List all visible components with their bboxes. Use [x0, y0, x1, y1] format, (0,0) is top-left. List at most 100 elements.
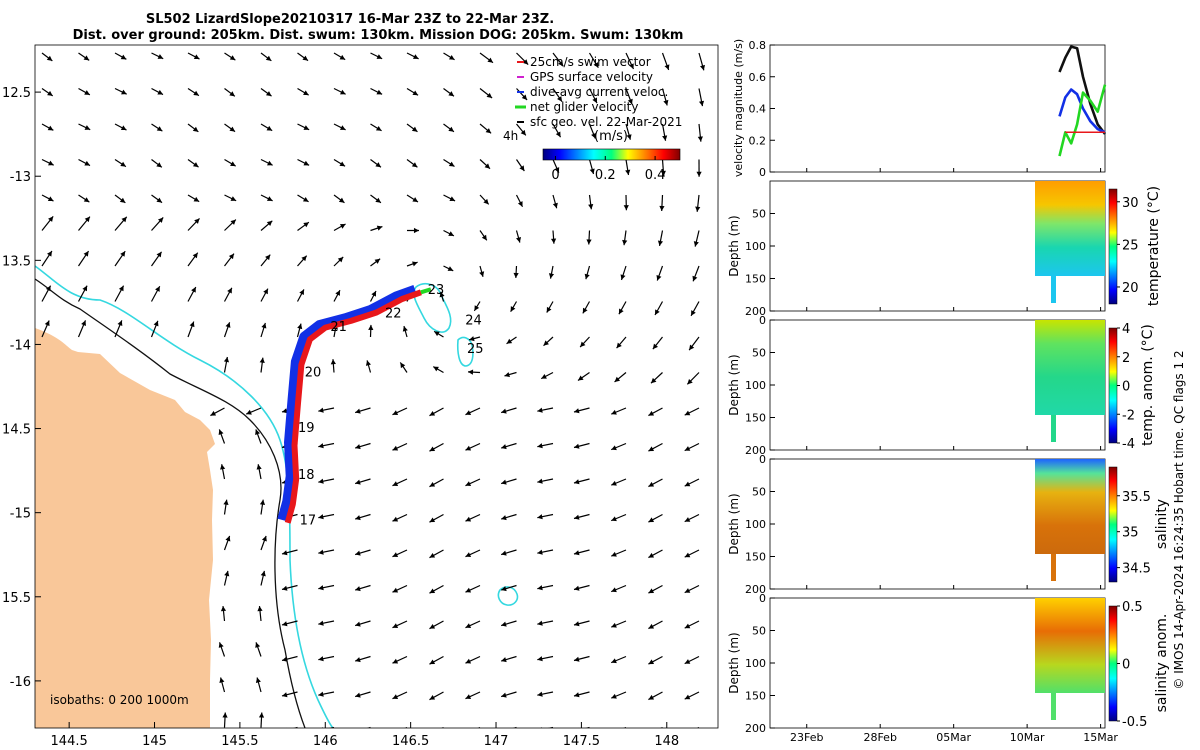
velocity-arrow-head	[47, 250, 52, 257]
temp-anomaly-panel: 0 50 100 150 200 Depth (m) -4 -2 0 2 4 temp. ano…	[727, 314, 1156, 457]
time-tick-label: 28Feb	[863, 731, 896, 744]
velocity-arrow-head	[225, 535, 231, 542]
velocity-arrow-head	[448, 161, 455, 167]
salinity-deep-profile	[1051, 554, 1056, 581]
velocity-arrow-head	[510, 306, 516, 312]
map-colorbar-label: (m/s)	[594, 129, 628, 144]
velocity-arrow-head	[218, 429, 224, 435]
time-tick-label: 10Mar	[1010, 731, 1045, 744]
eddy-contour-2	[456, 336, 474, 367]
map-colorbar-tick-label: 0	[551, 168, 559, 183]
velocity-arrow-head	[648, 694, 655, 700]
velocity-arrow-head	[230, 219, 236, 225]
colorbar-tick-label: 34.5	[1122, 562, 1151, 577]
velocity-arrow-head	[429, 659, 436, 665]
velocity-arrow-head	[657, 240, 664, 246]
velocity-arrow-head	[577, 727, 579, 728]
velocity-arrow-head	[448, 231, 454, 236]
velocity-arrow-head	[593, 62, 599, 68]
map-x-ticks: 144.5 145 145.5 146 146.5 147 147.5 148	[51, 722, 679, 749]
velocity-arrow-head	[662, 135, 668, 141]
velocity-arrow-head	[265, 254, 271, 261]
velocity-arrow-head	[519, 165, 525, 172]
velocity-arrow-head	[194, 218, 200, 224]
dive-avg-current-track	[277, 285, 417, 521]
velocity-arrow-head	[339, 161, 346, 167]
copyright-note: © IMOS 14-Apr-2024 16:24:35 Hobart time.…	[1172, 350, 1186, 689]
velocity-arrow-head	[465, 410, 472, 415]
velocity-arrow-head	[465, 730, 471, 735]
velocity-arrow-head	[318, 691, 324, 697]
velocity-arrow-head	[448, 126, 454, 132]
velocity-arrow-head	[537, 656, 543, 662]
temp-anomaly-y-label: Depth (m)	[727, 354, 741, 415]
velocity-arrow-head	[402, 326, 408, 332]
velocity-arrow-head	[468, 369, 474, 375]
velocity-arrow-head	[412, 197, 418, 202]
temperature-section	[1035, 181, 1105, 276]
velocity-arrow-head	[626, 134, 632, 140]
velocity-arrow-head	[355, 479, 361, 485]
map-x-tick-label: 145	[142, 734, 167, 749]
isobaths-label: isobaths: 0 200 1000m	[50, 693, 189, 707]
velocity-arrow-head	[501, 550, 507, 556]
depth-y-tick-label: 200	[745, 444, 766, 457]
velocity-arrow-head	[265, 91, 272, 97]
velocity-arrow-head	[339, 125, 346, 130]
velocity-arrow-head	[484, 163, 491, 169]
salinity-anomaly-deep-profile	[1051, 693, 1056, 720]
velocity-arrow-head	[648, 659, 655, 665]
depth-y-tick-label: 50	[752, 486, 766, 499]
velocity-arrow-head	[611, 516, 617, 522]
velocity-arrow-head	[537, 514, 543, 520]
velocity-arrow-head	[448, 54, 455, 60]
velocity-arrow-head	[611, 409, 617, 415]
map-y-tick-label: -16	[10, 675, 31, 690]
velocity-arrow-head	[504, 372, 510, 378]
velocity-arrow-head	[659, 205, 665, 212]
map-y-ticks: 12.5 -13 13.5 -14 14.5 -15 15.5 -16	[2, 86, 41, 690]
colorbar-tick-label: 0	[1122, 658, 1130, 673]
temp-anomaly-colorbar-label: temp. anom. (°C)	[1140, 324, 1156, 446]
time-tick-label: 05Mar	[936, 731, 971, 744]
velocity-arrow-head	[48, 216, 54, 222]
isobath-0m	[35, 278, 306, 728]
velocity-arrow-head	[537, 549, 543, 555]
velocity-arrow-head	[501, 444, 507, 450]
velocity-arrow-head	[611, 622, 617, 628]
velocity-arrow-head	[487, 57, 494, 63]
map-y-tick-label: 15.5	[2, 591, 31, 606]
velocity-arrow-head	[648, 730, 654, 735]
velocity-arrow-head	[224, 570, 230, 577]
depth-y-tick-label: 150	[745, 412, 766, 425]
velocity-arrow-head	[684, 517, 691, 522]
colorbar-tick-label: 0.5	[1122, 600, 1143, 615]
velocity-arrow-head	[429, 623, 436, 629]
velocity-arrow-head	[82, 285, 88, 292]
map-y-tick-label: 14.5	[2, 423, 31, 438]
velocity-arrow-head	[501, 408, 507, 414]
temperature-colorbar	[1108, 188, 1118, 305]
velocity-arrow-head	[282, 656, 288, 662]
map-x-tick-label: 147	[484, 734, 509, 749]
velocity-arrow-head	[591, 132, 596, 139]
velocity-arrow-head	[574, 514, 580, 520]
velocity-arrow-head	[119, 197, 126, 203]
velocity-arrow-head	[627, 98, 633, 105]
velocity-arrow-head	[439, 291, 445, 298]
colorbar-tick-label: 4	[1122, 322, 1130, 337]
velocity-arrow-shaft	[441, 726, 444, 728]
velocity-arrow-head	[586, 239, 592, 245]
velocity-arrow-head	[261, 322, 267, 329]
velocity-arrow-head	[506, 338, 513, 344]
velocity-arrow-head	[611, 658, 617, 664]
map-colorbar-gradient	[542, 148, 681, 161]
depth-y-tick-label: 200	[745, 583, 766, 596]
velocity-arrow-head	[684, 623, 691, 629]
velocity-arrow-head	[655, 309, 660, 315]
velocity-arrow-head	[282, 408, 288, 414]
glider-track	[277, 285, 432, 524]
velocity-arrow-head	[157, 217, 164, 223]
velocity-arrow-head	[266, 196, 273, 201]
velocity-arrow-head	[555, 131, 561, 138]
